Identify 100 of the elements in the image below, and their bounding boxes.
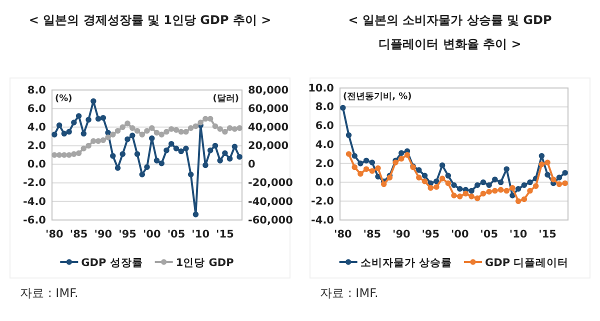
point [212,123,218,130]
point [232,144,238,150]
legend-label: 소비자물가 상승률 [360,257,452,269]
point [80,146,87,152]
point [158,132,165,138]
y-tick-label: -2.0 [23,177,46,190]
point [198,120,204,126]
point [456,194,463,200]
point [86,116,92,123]
point [226,125,233,131]
point [148,135,155,142]
point [445,180,452,186]
point [158,160,165,166]
point [562,180,568,186]
point [486,188,492,195]
point [139,172,146,178]
point [521,196,528,202]
y2-tick-label: 0 [248,158,256,171]
legend-label: 1인당 GDP [176,257,234,269]
point [114,165,121,171]
point [164,128,170,135]
point [71,120,77,126]
point [562,170,568,176]
x-tick-label: '15 [538,228,556,240]
y-tick-label: -6.0 [23,214,46,226]
point [236,125,242,131]
x-tick-label: '00 [450,228,469,240]
point [173,146,180,152]
y-tick-label: 10.0 [308,82,334,94]
point [380,181,387,188]
point [222,150,228,156]
point [139,132,146,138]
point [61,130,68,137]
y2-tick-label: -20,000 [248,177,293,190]
point [422,178,428,184]
point [80,130,87,137]
point [398,150,404,156]
y-tick-label: 8.0 [315,101,334,114]
point [538,161,545,168]
point [428,185,434,191]
point [474,195,480,202]
point [120,124,126,130]
point [183,146,189,152]
point [480,190,486,196]
point [52,152,58,158]
point [202,162,208,168]
text: 자료 : IMF. [20,286,78,300]
point [527,188,533,194]
chart-title: < 일본의 경제성장률 및 1인당 GDP 추이 > [28,13,272,27]
point [352,164,358,170]
point [236,154,242,160]
point [144,164,150,170]
y-tick-label: 2.0 [315,158,334,170]
point [222,128,228,135]
point [375,165,381,172]
point [71,151,77,157]
point [544,172,550,178]
point [168,140,174,147]
point [212,142,218,149]
point [95,116,102,122]
point [178,148,184,154]
point [369,168,376,174]
point [504,166,510,172]
point [66,152,72,158]
y-tick-label: -4.0 [23,196,46,208]
point [124,120,130,126]
point [217,126,223,132]
point [474,182,480,188]
x-tick-label: '95 [422,228,440,240]
y2-tick-label: 60,000 [248,102,289,115]
point [164,147,170,154]
point [226,156,233,162]
point [515,198,522,204]
text: 자료 : IMF. [320,286,378,300]
x-tick-label: '10 [509,228,528,240]
chart-title: < 일본의 소비자물가 상승률 및 GDP 디플레이터 변화율 추이 > [348,13,552,51]
point [168,126,174,132]
x-tick-label: '05 [167,228,186,240]
point [556,174,562,180]
point [480,179,486,186]
point [352,152,358,159]
point [100,137,106,144]
point [114,128,121,134]
y-tick-label: 0.0 [27,158,46,171]
point [346,132,352,138]
point [462,190,469,196]
point [129,125,136,131]
y-axis-title: (%) [55,94,72,104]
x-tick-label: '95 [118,228,136,240]
point [207,147,214,154]
point [451,192,457,198]
y2-tick-label: -60,000 [248,214,293,226]
point [486,182,492,188]
point [173,127,180,133]
point [76,113,82,119]
point [120,151,126,157]
point [110,132,116,138]
legend-label: GDP 디플레이터 [484,257,569,269]
point [144,128,150,134]
x-tick-label: '85 [70,228,88,240]
